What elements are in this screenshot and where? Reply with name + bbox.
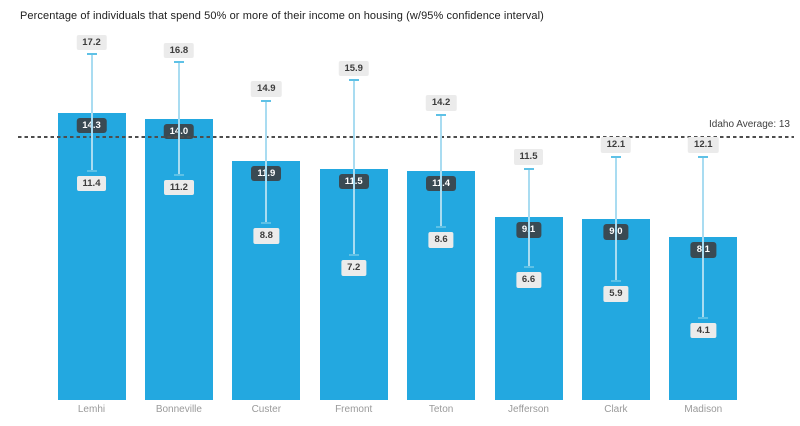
ci-lower-label: 4.1	[690, 322, 716, 339]
error-bar-cap-bottom	[173, 173, 184, 176]
x-axis-label: Clark	[604, 404, 628, 415]
error-bar-cap-bottom	[86, 169, 97, 172]
x-axis-label: Fremont	[335, 404, 373, 415]
x-axis-label: Custer	[251, 404, 282, 415]
ci-upper-label: 11.5	[513, 149, 544, 165]
x-axis-label: Madison	[684, 404, 723, 415]
reference-line-label: Idaho Average: 13	[709, 119, 790, 130]
ci-lower-label: 6.6	[515, 272, 542, 288]
ci-lower-label: 7.2	[341, 260, 367, 276]
error-bar-line	[177, 62, 180, 175]
error-bar-cap-top	[173, 61, 184, 64]
error-bar-cap-top	[348, 79, 359, 82]
ci-upper-label: 14.9	[251, 81, 282, 97]
error-bar-line	[614, 156, 617, 282]
error-bar-cap-bottom	[348, 254, 359, 257]
ci-upper-label: 15.9	[338, 60, 369, 77]
ci-lower-label: 8.6	[428, 232, 454, 248]
error-bar-line	[527, 168, 530, 268]
ci-lower-label: 5.9	[603, 286, 629, 302]
error-bar-line	[90, 54, 93, 171]
error-bar-line	[265, 100, 268, 224]
ci-upper-label: 12.1	[600, 137, 632, 153]
error-bar-line	[352, 80, 355, 256]
ci-upper-label: 12.1	[688, 137, 719, 153]
reference-line	[18, 136, 794, 138]
error-bar-cap-bottom	[436, 226, 447, 229]
error-bar-cap-bottom	[698, 316, 709, 319]
error-bar-cap-top	[86, 53, 97, 56]
error-bar-cap-top	[698, 155, 709, 158]
x-axis-label: Jefferson	[508, 404, 549, 415]
ci-lower-label: 8.8	[253, 228, 279, 244]
error-bar-cap-bottom	[523, 266, 534, 269]
x-axis-label: Lemhi	[77, 404, 106, 415]
error-bar-cap-top	[436, 113, 447, 116]
x-axis-label: Bonneville	[155, 404, 202, 415]
error-bar-line	[440, 114, 443, 228]
error-bar-cap-bottom	[261, 222, 272, 225]
error-bar-line	[702, 156, 705, 318]
error-bar-cap-top	[523, 167, 534, 170]
ci-lower-label: 11.4	[76, 175, 107, 192]
chart-title: Percentage of individuals that spend 50%…	[20, 10, 544, 22]
ci-upper-label: 16.8	[163, 42, 195, 59]
x-axis-label: Teton	[428, 404, 454, 415]
error-bar-cap-top	[261, 99, 272, 102]
ci-lower-label: 11.2	[163, 179, 194, 196]
ci-upper-label: 17.2	[76, 34, 107, 51]
error-bar-cap-top	[610, 155, 621, 158]
ci-upper-label: 14.2	[425, 95, 457, 111]
error-bar-cap-bottom	[610, 280, 621, 283]
